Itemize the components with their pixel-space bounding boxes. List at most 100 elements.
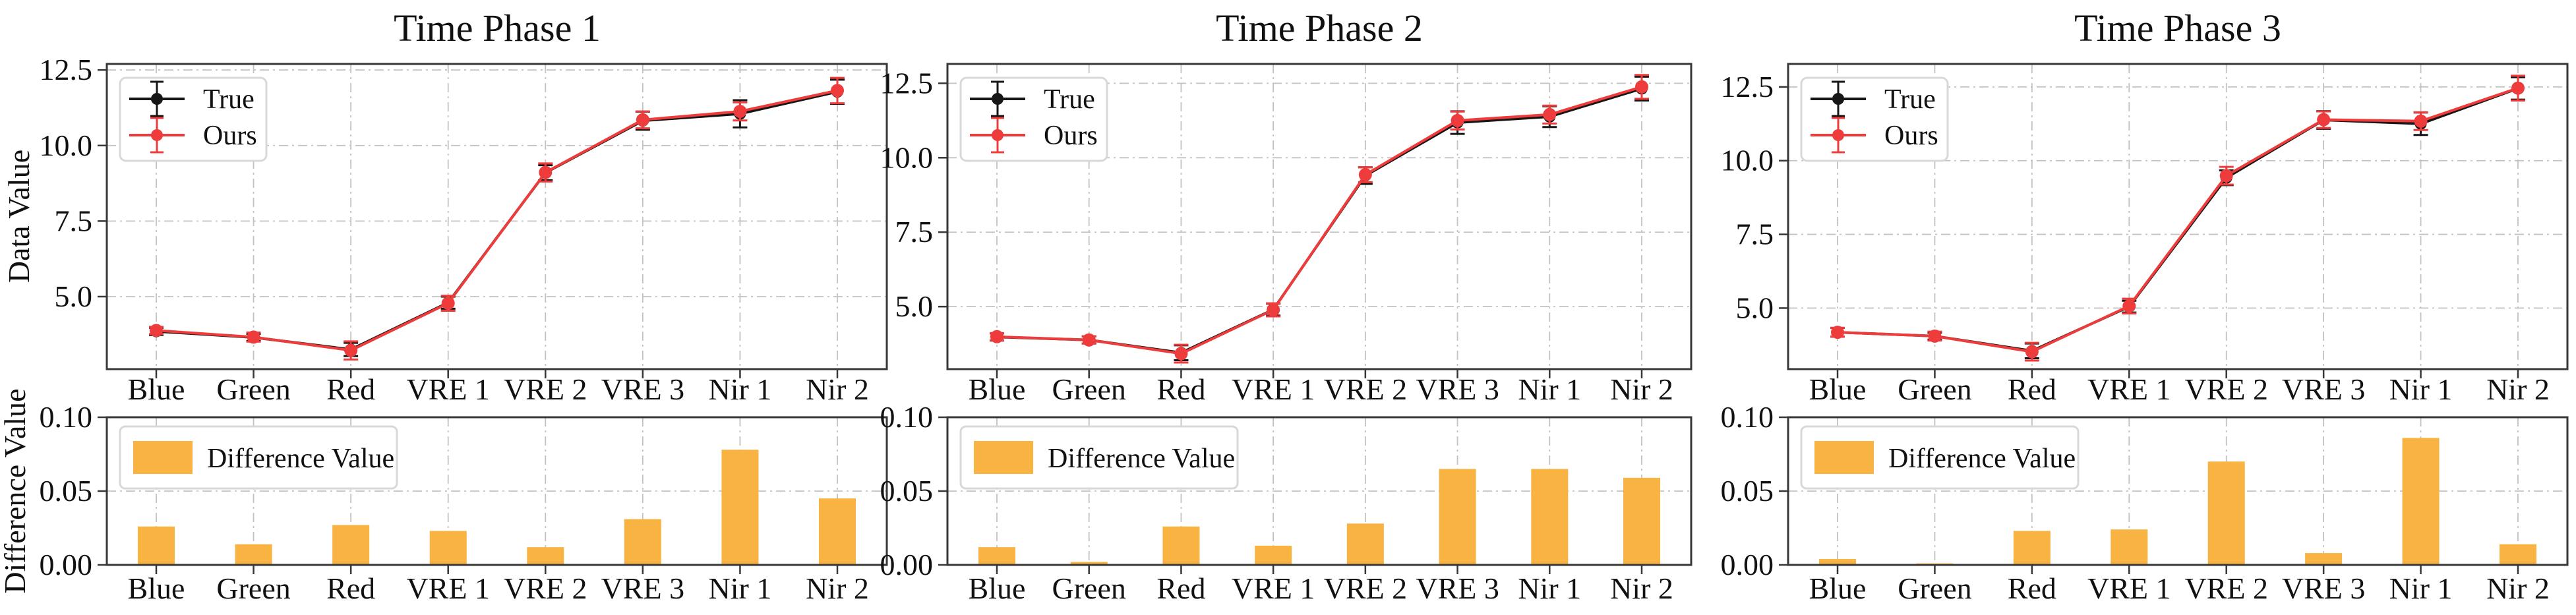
legend-bar-chart: Difference Value [119, 425, 398, 490]
bar-blue [978, 547, 1015, 565]
y-tick-label: 12.5 [40, 53, 93, 86]
x-tick-label: Red [2008, 372, 2056, 406]
series-line-ours [1837, 86, 2519, 353]
legend-label-ours: Ours [1044, 121, 1098, 151]
x-tick-label: VRE 1 [406, 372, 490, 406]
x-tick-label: Blue [969, 571, 1026, 605]
y-tick-label: 5.0 [55, 279, 93, 313]
x-tick-label: VRE 3 [1416, 372, 1499, 406]
bar-nir-1 [2402, 438, 2440, 565]
x-tick-label: Red [1156, 571, 1205, 605]
bar-vre-1 [429, 531, 467, 565]
bar-vre-3 [2305, 553, 2343, 565]
x-tick-label: Green [1898, 571, 1971, 605]
data-point-ours [733, 104, 747, 118]
x-tick-label: VRE 3 [601, 372, 685, 406]
x-tick-label: VRE 2 [2184, 571, 2268, 605]
x-tick-label: Red [326, 372, 375, 406]
legend-sample-marker [151, 129, 163, 141]
bar-nir-1 [1531, 469, 1569, 565]
panel-time-phase-3: 5.0 7.5 10.0 12.5 Blue Green Red VRE 1 VRE 2 VRE … [1721, 63, 2569, 605]
data-point-ours [990, 330, 1003, 343]
x-tick-label: Green [1052, 571, 1126, 605]
data-point-ours [1267, 303, 1280, 317]
bar-blue [138, 526, 175, 565]
x-tick-label: Nir 2 [806, 571, 869, 605]
data-point-ours [1082, 333, 1096, 347]
y-tick-label: 5.0 [1736, 291, 1774, 324]
x-tick-label: VRE 2 [504, 372, 587, 406]
x-tick-label: Blue [1809, 571, 1867, 605]
data-point-ours [1451, 113, 1464, 127]
x-tick-label: Nir 2 [2486, 571, 2550, 605]
y-tick-label: 0.10 [1721, 400, 1774, 434]
panel-title: Time Phase 2 [1216, 7, 1423, 49]
y-axis-label-difference-value: Difference Value [0, 388, 32, 593]
bar-blue [1819, 559, 1856, 565]
y-tick-label: 7.5 [895, 215, 934, 249]
y-tick-label: 12.5 [1721, 70, 1774, 103]
series-line-ours [996, 85, 1642, 355]
y-tick-label: 0.05 [40, 474, 93, 508]
x-tick-label: Green [216, 372, 290, 406]
data-point-ours [1635, 80, 1648, 94]
data-point-ours [1174, 347, 1188, 361]
bar-vre-2 [527, 547, 564, 565]
y-tick-label: 0.00 [1721, 548, 1774, 581]
bar-vre-3 [624, 519, 661, 565]
legend-line-chart: True Ours [119, 76, 268, 162]
y-tick-label: 10.0 [40, 129, 93, 162]
legend-sample-marker [992, 129, 1003, 141]
data-point-ours [247, 330, 260, 344]
y-tick-label: 7.5 [1736, 218, 1774, 251]
legend-label-true: True [1044, 84, 1095, 115]
series-line-ours [156, 89, 838, 352]
x-tick-label: VRE 2 [2184, 372, 2268, 406]
bar-vre-2 [1346, 523, 1384, 565]
x-tick-label: Nir 1 [1518, 372, 1581, 406]
x-tick-label: Nir 1 [2389, 571, 2453, 605]
legend-sample-marker [1832, 93, 1844, 105]
legend-sample-swatch [974, 441, 1033, 474]
x-tick-label: Nir 2 [1610, 571, 1673, 605]
x-tick-label: Blue [1809, 372, 1867, 406]
bar-nir-2 [1623, 477, 1660, 565]
data-point-ours [2219, 169, 2233, 183]
y-tick-label: 12.5 [880, 66, 934, 100]
legend-line-chart: True Ours [959, 76, 1108, 162]
x-tick-label: VRE 1 [2087, 372, 2171, 406]
x-tick-label: Blue [969, 372, 1026, 406]
y-tick-label: 0.10 [880, 400, 934, 434]
x-tick-label: VRE 3 [2282, 372, 2366, 406]
panel-title: Time Phase 1 [394, 7, 601, 49]
legend-label-true: True [1884, 84, 1936, 115]
legend-label-difference-value: Difference Value [1888, 444, 2076, 474]
y-tick-label: 7.5 [55, 204, 93, 237]
bar-red [332, 525, 370, 565]
data-point-ours [1543, 107, 1557, 121]
bar-vre-3 [1439, 469, 1476, 565]
x-tick-label: Nir 2 [2486, 372, 2550, 406]
y-tick-label: 10.0 [880, 140, 934, 174]
data-point-ours [344, 343, 358, 357]
data-point-ours [150, 324, 163, 337]
data-point-ours [1831, 326, 1844, 339]
bar-red [1162, 526, 1200, 565]
y-axis-label-data-value: Data Value [2, 150, 36, 283]
bar-green [1070, 562, 1108, 565]
x-tick-label: VRE 3 [601, 571, 685, 605]
bar-vre-2 [2207, 461, 2245, 565]
y-tick-label: 10.0 [1721, 144, 1774, 177]
x-tick-label: VRE 2 [1324, 571, 1408, 605]
legend-sample-marker [151, 93, 163, 105]
x-tick-label: VRE 2 [504, 571, 587, 605]
legend-label-difference-value: Difference Value [207, 444, 394, 474]
legend-label-ours: Ours [203, 121, 257, 151]
data-point-ours [2317, 113, 2331, 127]
y-tick-label: 0.10 [40, 400, 93, 434]
x-tick-label: Green [1052, 372, 1126, 406]
legend-sample-swatch [133, 441, 193, 474]
data-point-ours [2511, 81, 2525, 95]
